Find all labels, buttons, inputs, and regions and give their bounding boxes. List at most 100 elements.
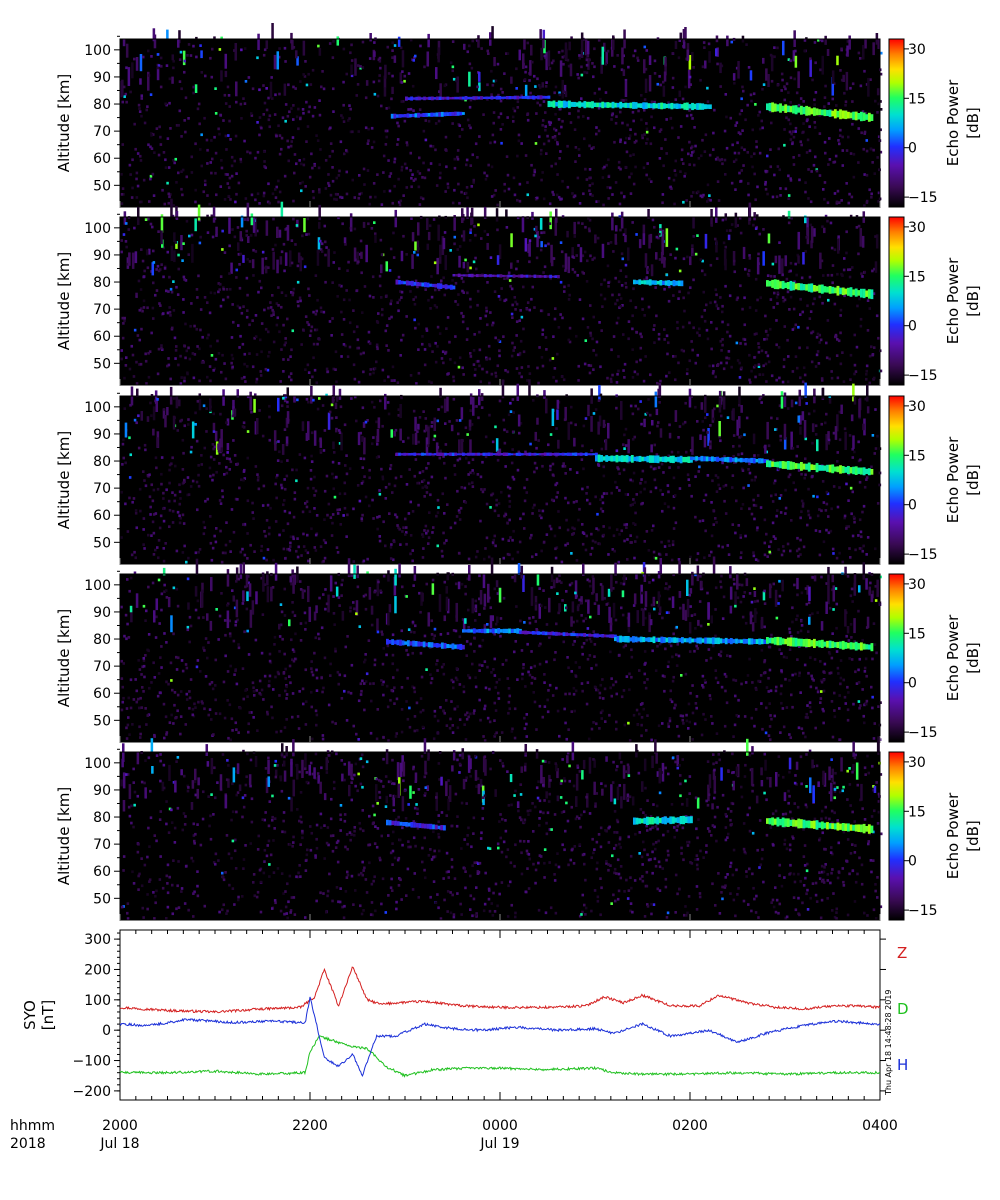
echo-cell: [795, 549, 799, 553]
echo-cell: [536, 366, 539, 370]
echo-cell: [433, 417, 437, 431]
echo-cell: [186, 476, 190, 479]
echo-cell: [578, 154, 581, 157]
echo-layer-cell: [802, 284, 806, 291]
echo-cell: [469, 266, 472, 270]
echo-cell: [510, 354, 514, 358]
echo-cell: [457, 432, 460, 436]
echo-layer-cell: [520, 453, 524, 456]
echo-cell: [289, 144, 293, 148]
echo-cell: [846, 40, 850, 43]
echo-cell: [748, 254, 751, 257]
echo-layer-cell: [532, 95, 535, 100]
echo-cell: [359, 457, 363, 460]
echo-cell: [233, 235, 237, 239]
echo-cell: [762, 228, 765, 231]
echo-cell: [269, 306, 273, 309]
echo-cell: [481, 367, 484, 371]
echo-cell: [227, 94, 231, 97]
echo-cell: [747, 66, 751, 69]
echo-cell: [669, 185, 672, 189]
echo-cell: [708, 153, 712, 157]
echo-cell: [461, 128, 464, 131]
echo-cell: [748, 306, 752, 309]
echo-cell: [621, 257, 625, 261]
echo-cell: [276, 259, 279, 274]
echo-cell: [639, 481, 642, 485]
echo-cell: [790, 519, 793, 522]
echo-layer-cell: [551, 453, 555, 456]
echo-cells: [120, 23, 883, 207]
echo-cell: [357, 130, 361, 133]
echo-cell: [663, 71, 667, 82]
echo-layer-cell: [414, 113, 418, 118]
echo-cell: [272, 217, 275, 221]
echo-cell: [721, 545, 724, 549]
echo-cell: [706, 413, 709, 416]
echo-layer-cell: [502, 274, 505, 277]
echo-layer-cell: [844, 288, 848, 295]
echo-cell: [615, 321, 619, 325]
echo-cell: [697, 190, 700, 194]
echo-layer-cell: [418, 282, 422, 287]
echo-cell: [300, 554, 303, 557]
echo-cell: [168, 481, 171, 485]
echo-cell: [634, 511, 637, 515]
echo-cell: [480, 488, 483, 491]
echo-cell: [324, 159, 328, 162]
echo-layer-cell: [480, 96, 483, 100]
echo-cell: [687, 152, 690, 156]
echo-cell: [800, 472, 803, 476]
echo-cell: [310, 152, 313, 156]
echo-cell: [430, 275, 433, 278]
echo-cell: [256, 121, 259, 124]
echo-cell: [859, 458, 862, 462]
echo-cell: [466, 196, 469, 200]
echo-cell: [704, 416, 707, 420]
echo-cell: [282, 396, 285, 400]
echo-cell: [487, 52, 490, 55]
echo-cell: [417, 322, 421, 326]
echo-layer-cell: [797, 107, 801, 113]
echo-cell: [271, 23, 274, 39]
echo-cell: [309, 469, 313, 472]
echo-cell: [564, 496, 567, 500]
echo-cell: [865, 377, 868, 381]
echo-cell: [260, 286, 263, 290]
echo-cell: [522, 350, 526, 354]
echo-cell: [178, 30, 181, 44]
echo-cell: [244, 197, 248, 200]
echo-cell: [543, 390, 546, 399]
echo-cell: [558, 157, 561, 160]
echo-cell: [468, 62, 472, 66]
echo-cell: [607, 553, 610, 556]
echo-cell: [282, 529, 285, 532]
echo-cell: [143, 547, 146, 550]
echo-cell: [535, 112, 538, 115]
echo-cell: [780, 72, 784, 76]
echo-cell: [125, 245, 128, 249]
echo-cell: [559, 313, 562, 316]
echo-cell: [387, 375, 390, 379]
echo-cell: [742, 486, 745, 490]
echo-cell: [148, 350, 152, 353]
echo-layer-cell: [398, 114, 402, 118]
echo-layer-cell: [593, 102, 597, 107]
echo-cell: [361, 513, 364, 517]
echo-cell: [823, 105, 826, 108]
echo-cell: [794, 355, 798, 358]
echo-cell: [256, 229, 259, 233]
echo-cell: [331, 179, 335, 183]
y-tick-label: 90: [93, 70, 111, 86]
echo-cell: [256, 56, 259, 60]
echo-cell: [619, 269, 623, 272]
echo-cell: [598, 87, 601, 91]
echo-cell: [601, 501, 605, 505]
echo-cell: [783, 423, 787, 440]
echo-cell: [863, 485, 867, 489]
echo-cell: [125, 100, 128, 104]
echo-cell: [234, 134, 238, 138]
echo-layer-cell: [534, 96, 538, 99]
echo-cell: [325, 474, 329, 478]
echo-cell: [682, 162, 685, 165]
